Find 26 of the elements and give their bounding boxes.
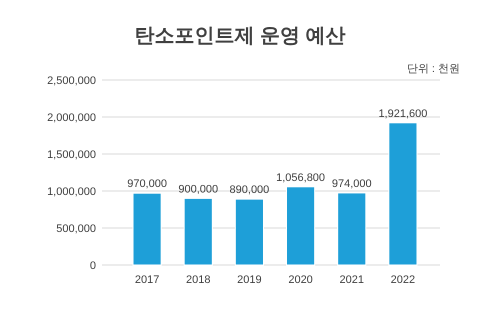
data-label: 890,000 [230,184,270,196]
y-tick-label: 1,500,000 [47,148,96,161]
bar [184,198,213,266]
text: 단위 : 천원 [406,63,460,75]
y-tick-label: 2,000,000 [47,112,96,124]
y-tick-label: 0 [90,260,96,272]
data-label: 970,000 [127,178,167,190]
x-tick-label: 2018 [186,274,210,286]
x-tick-label: 2019 [237,274,262,286]
bar [337,192,366,266]
x-tick-label: 2021 [340,274,364,286]
x-tick-label: 2022 [390,274,416,286]
data-label: 1,921,600 [378,108,428,120]
bar [234,198,264,266]
bar [132,192,162,266]
y-tick-label: 1,000,000 [47,186,96,198]
bar [286,186,316,266]
y-tick-label: 2,500,000 [47,74,96,87]
chart-title: 탄소포인트제 운영 예산 [134,25,346,47]
x-tick-label: 2017 [134,274,160,286]
x-tick-label: 2020 [288,274,313,286]
data-label: 900,000 [178,183,218,196]
y-tick-label: 500,000 [56,222,96,235]
bar [388,122,418,266]
data-label: 1,056,800 [276,172,326,184]
data-label: 974,000 [332,178,372,190]
